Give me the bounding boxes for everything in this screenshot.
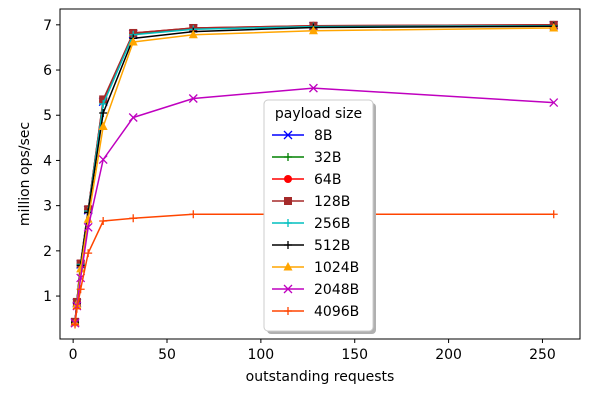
x-tick-label-0: 0: [69, 347, 78, 363]
legend-marker: [284, 197, 292, 205]
legend-marker: [284, 219, 292, 227]
data-point-128B-4: [99, 95, 108, 104]
data-point-4096B-8: [549, 210, 558, 219]
legend-label-64B: 64B: [314, 172, 341, 188]
legend-entry-1024B: 1024B: [272, 260, 359, 276]
legend-entry-64B: 64B: [272, 172, 341, 188]
legend-marker: [283, 130, 293, 140]
x-tick-label-150: 150: [341, 347, 368, 363]
legend-marker: [284, 307, 292, 315]
data-point-1024B-7: [308, 25, 318, 35]
legend-entry-8B: 8B: [272, 128, 333, 144]
data-point-2048B-5: [128, 113, 138, 122]
data-point-4096B-0: [71, 320, 80, 329]
x-tick-label-250: 250: [529, 347, 556, 363]
legend-marker: [284, 241, 292, 249]
legend-label-2048B: 2048B: [314, 282, 359, 298]
legend-label-4096B: 4096B: [314, 304, 359, 320]
legend: payload size 8B 32B 64B 128B 256B 512B 1024B 204…: [263, 99, 376, 334]
legend-entry-128B: 128B: [272, 194, 350, 210]
y-tick-label-1: 1: [43, 289, 52, 305]
legend-entry-32B: 32B: [272, 150, 341, 166]
data-point-4096B-2: [76, 285, 85, 294]
y-tick-label-5: 5: [43, 108, 52, 124]
data-point-256B-4: [99, 99, 108, 108]
data-point-1024B-6: [188, 29, 198, 39]
legend-label-256B: 256B: [314, 216, 350, 232]
data-point-2048B-6: [188, 94, 198, 103]
y-tick-label-3: 3: [43, 199, 52, 215]
legend-label-1024B: 1024B: [314, 260, 359, 276]
y-axis-label: million ops/sec: [17, 122, 33, 226]
x-axis-label: outstanding requests: [246, 369, 395, 385]
x-tick-label-100: 100: [247, 347, 274, 363]
y-tick-label-2: 2: [43, 244, 52, 260]
legend-marker: [284, 175, 292, 183]
data-point-4096B-5: [129, 214, 138, 223]
legend-marker: [283, 262, 293, 271]
legend-entry-512B: 512B: [272, 238, 350, 254]
legend-entry-2048B: 2048B: [272, 282, 359, 298]
legend-label-8B: 8B: [314, 128, 333, 144]
legend-label-128B: 128B: [314, 194, 350, 210]
data-point-512B-4: [99, 108, 108, 117]
data-point-4096B-3: [84, 249, 93, 258]
legend-marker: [283, 284, 293, 294]
legend-label-32B: 32B: [314, 150, 341, 166]
data-point-1024B-8: [549, 22, 559, 32]
legend-label-512B: 512B: [314, 238, 350, 254]
plot-frame: [59, 8, 581, 340]
data-point-4096B-6: [189, 210, 198, 219]
data-point-4096B-4: [99, 217, 108, 226]
data-point-4096B-1: [72, 304, 81, 313]
legend-marker: [284, 153, 292, 161]
axes: 0 50 100 150 200 250 1 2 3 4 5 6 7 outstanding reques…: [17, 8, 581, 385]
y-tick-label-6: 6: [43, 63, 52, 79]
data-point-2048B-7: [308, 83, 318, 93]
plot-area: [70, 20, 559, 329]
data-point-2048B-3: [83, 222, 93, 232]
data-point-1024B-4: [98, 121, 108, 131]
legend-title: payload size: [275, 106, 362, 122]
x-tick-label-200: 200: [435, 347, 462, 363]
legend-entry-256B: 256B: [272, 216, 350, 232]
data-point-1024B-2: [76, 263, 86, 273]
data-point-2048B-4: [98, 155, 108, 164]
y-tick-label-4: 4: [43, 153, 52, 169]
data-point-1024B-5: [128, 37, 138, 46]
x-tick-label-50: 50: [158, 347, 176, 363]
legend-entry-4096B: 4096B: [272, 304, 359, 320]
y-tick-label-7: 7: [43, 18, 52, 34]
data-point-2048B-8: [549, 98, 559, 108]
